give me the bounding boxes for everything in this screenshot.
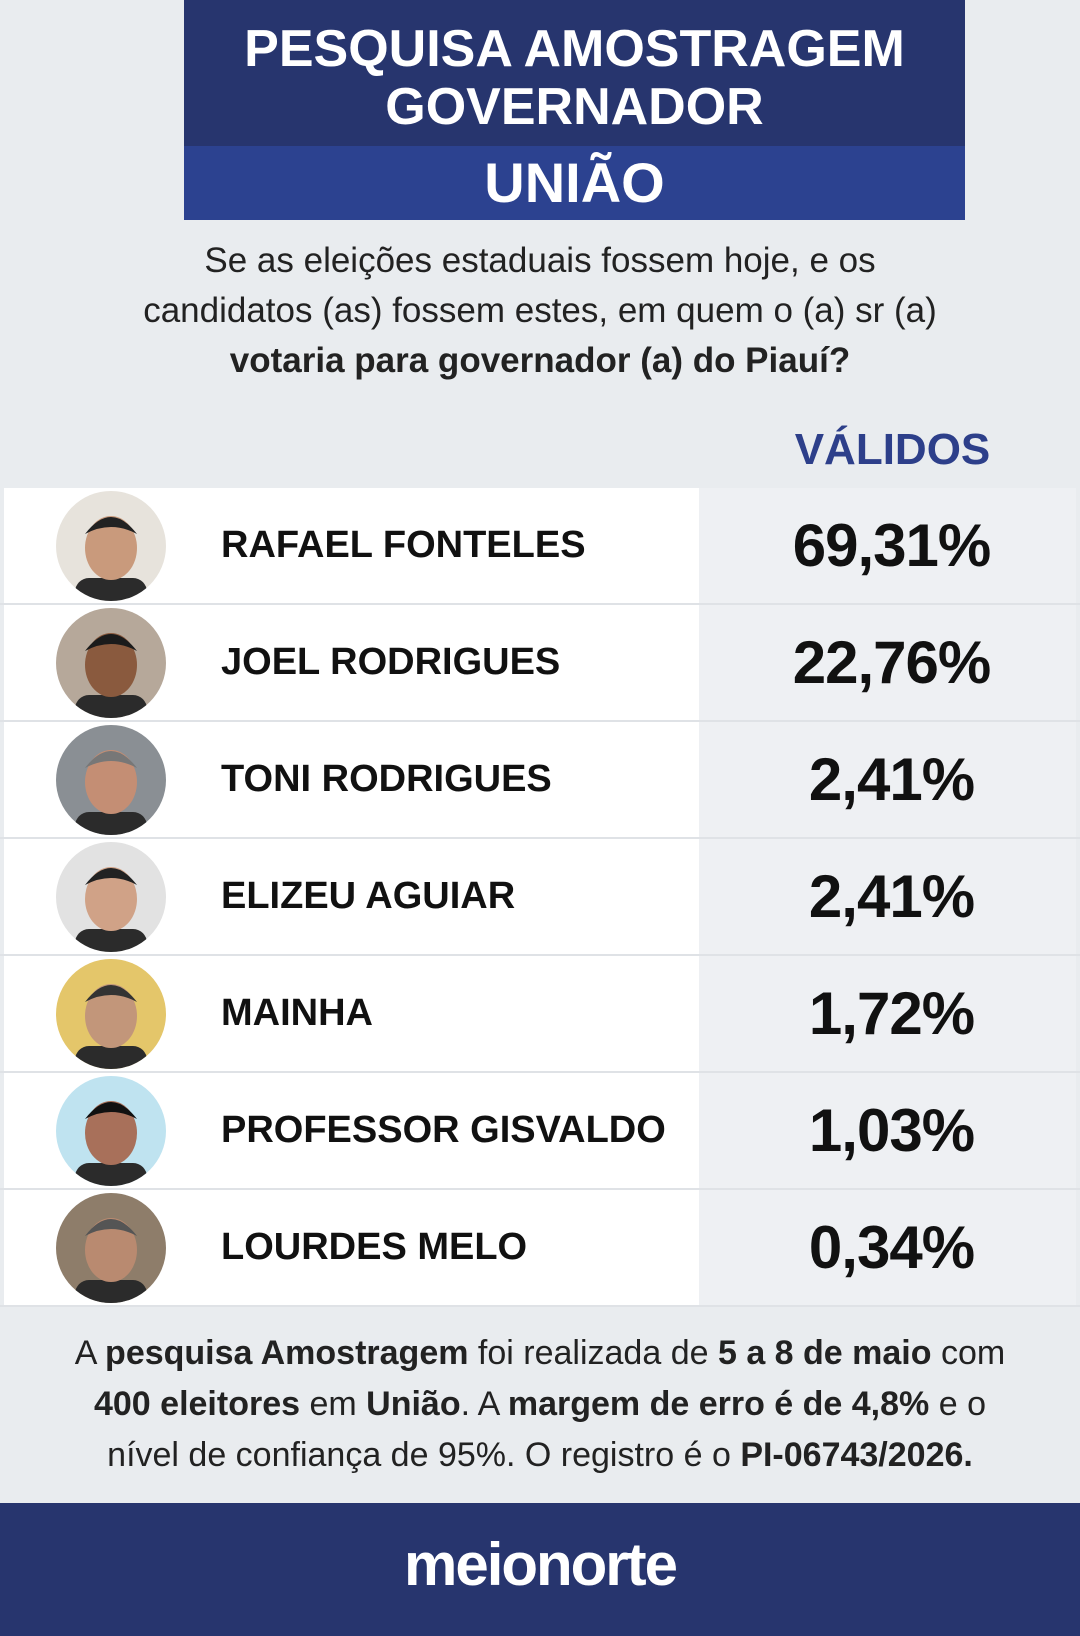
- question: Se as eleições estaduais fossem hoje, e …: [130, 236, 950, 386]
- question-text: votaria para governador (a) do Piauí?: [229, 341, 851, 380]
- footnote: A pesquisa Amostragem foi realizada de 5…: [60, 1328, 1020, 1481]
- footnote-text: com: [931, 1334, 1006, 1372]
- vote-share: 1,03%: [808, 1097, 975, 1164]
- avatar: [55, 607, 167, 724]
- row-cell: [699, 488, 1076, 603]
- footnote-text: e o nível de confiança de 95%. O registr…: [107, 1385, 986, 1474]
- footnote-text: margem de erro é de 4,8%: [507, 1385, 930, 1423]
- avatar-photo: [56, 842, 166, 952]
- result-row: LOURDES MELO 0,34%: [0, 1190, 1080, 1307]
- footnote-text: em: [300, 1385, 367, 1423]
- result-row: JOEL RODRIGUES 22,76%: [0, 605, 1080, 722]
- candidate-name: MAINHA: [221, 992, 373, 1034]
- column-header: VÁLIDOS: [794, 425, 991, 474]
- row-cell: [699, 839, 1076, 954]
- footnote-text: . A: [460, 1385, 508, 1423]
- row-cell: [699, 1190, 1076, 1305]
- candidate-name: LOURDES MELO: [221, 1226, 528, 1268]
- candidate-name: JOEL RODRIGUES: [221, 641, 561, 683]
- result-row: MAINHA 1,72%: [0, 956, 1080, 1073]
- avatar: [55, 958, 167, 1075]
- avatar-photo: [56, 1076, 166, 1186]
- vote-share: 69,31%: [792, 512, 992, 579]
- avatar: [55, 490, 167, 607]
- logo: meionorte: [403, 1531, 678, 1598]
- candidate-name: PROFESSOR GISVALDO: [221, 1109, 666, 1151]
- result-row: RAFAEL FONTELES 69,31%: [0, 488, 1080, 605]
- avatar: [55, 724, 167, 841]
- vote-share: 1,72%: [808, 980, 975, 1047]
- question-text: Se as eleições estaduais fossem hoje, e …: [143, 241, 937, 330]
- row-cell: [699, 956, 1076, 1071]
- footnote-text: 400 eleitores: [93, 1385, 301, 1423]
- city: UNIÃO: [184, 146, 965, 220]
- vote-share: 2,41%: [808, 746, 975, 813]
- title: PESQUISA AMOSTRAGEM GOVERNADOR: [184, 0, 965, 146]
- result-row: TONI RODRIGUES 2,41%: [0, 722, 1080, 839]
- avatar-photo: [56, 491, 166, 601]
- result-row: PROFESSOR GISVALDO 1,03%: [0, 1073, 1080, 1190]
- avatar: [55, 841, 167, 958]
- avatar: [55, 1192, 167, 1309]
- footnote-text: União: [366, 1385, 461, 1423]
- row-cell: [699, 722, 1076, 837]
- candidate-name: TONI RODRIGUES: [221, 758, 552, 800]
- footer-bar: [0, 1503, 1080, 1636]
- footnote-text: A: [74, 1334, 106, 1372]
- footnote-text: PI-06743/2026.: [740, 1436, 973, 1474]
- avatar-photo: [56, 725, 166, 835]
- footnote-text: 5 a 8 de maio: [717, 1334, 932, 1372]
- avatar-photo: [56, 959, 166, 1069]
- candidate-name: RAFAEL FONTELES: [221, 524, 586, 566]
- result-row: ELIZEU AGUIAR 2,41%: [0, 839, 1080, 956]
- vote-share: 0,34%: [808, 1214, 975, 1281]
- avatar-photo: [56, 608, 166, 718]
- footnote-text: pesquisa Amostragem: [105, 1334, 469, 1372]
- avatar-photo: [56, 1193, 166, 1303]
- candidate-name: ELIZEU AGUIAR: [221, 875, 516, 917]
- vote-share: 2,41%: [808, 863, 975, 930]
- avatar: [55, 1075, 167, 1192]
- row-cell: [699, 605, 1076, 720]
- row-cell: [699, 1073, 1076, 1188]
- results-table: RAFAEL FONTELES 69,31% JOEL RODRIGUES 22,76…: [0, 488, 1080, 1307]
- vote-share: 22,76%: [792, 629, 992, 696]
- footnote-text: foi realizada de: [468, 1334, 718, 1372]
